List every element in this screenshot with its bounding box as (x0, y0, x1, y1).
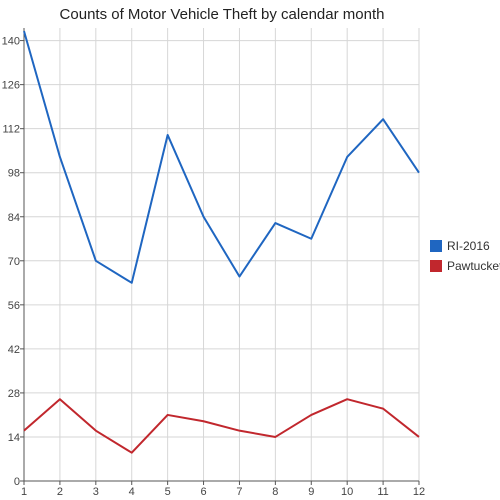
y-tick-label: 14 (8, 432, 20, 444)
y-tick-label: 84 (8, 212, 20, 224)
x-tick-label: 10 (341, 486, 353, 498)
y-tick-label: 0 (14, 476, 20, 488)
x-tick-label: 7 (236, 486, 242, 498)
series-lines (23, 30, 420, 454)
x-tick-label: 2 (57, 486, 63, 498)
y-tick-label: 98 (8, 168, 20, 180)
x-tick-label: 3 (93, 486, 99, 498)
x-tick-label: 5 (165, 486, 171, 498)
x-tick-label: 6 (200, 486, 206, 498)
legend-swatch-1 (430, 260, 442, 272)
series-line-1 (23, 398, 420, 454)
x-tick-label: 11 (377, 486, 388, 498)
y-tick-label: 140 (2, 36, 20, 48)
legend-swatch-0 (430, 240, 442, 252)
legend: RI-2016 Pawtucket (430, 239, 500, 273)
x-tick-label: 12 (413, 486, 425, 498)
y-tick-label: 28 (8, 388, 20, 400)
x-tick-label: 8 (272, 486, 278, 498)
y-tick-label: 56 (8, 300, 20, 312)
y-tick-label: 42 (8, 344, 20, 356)
gridlines (24, 28, 420, 481)
y-tick-label: 70 (8, 256, 20, 268)
legend-label-0: RI-2016 (447, 239, 490, 253)
x-tick-label: 4 (129, 486, 135, 498)
x-tick-label: 1 (21, 486, 27, 498)
legend-label-1: Pawtucket (447, 259, 500, 273)
series-line-0 (23, 30, 420, 284)
y-tick-label: 112 (2, 124, 20, 136)
y-tick-label: 126 (2, 80, 20, 92)
chart-title: Counts of Motor Vehicle Theft by calenda… (60, 6, 385, 23)
x-tick-label: 9 (308, 486, 314, 498)
